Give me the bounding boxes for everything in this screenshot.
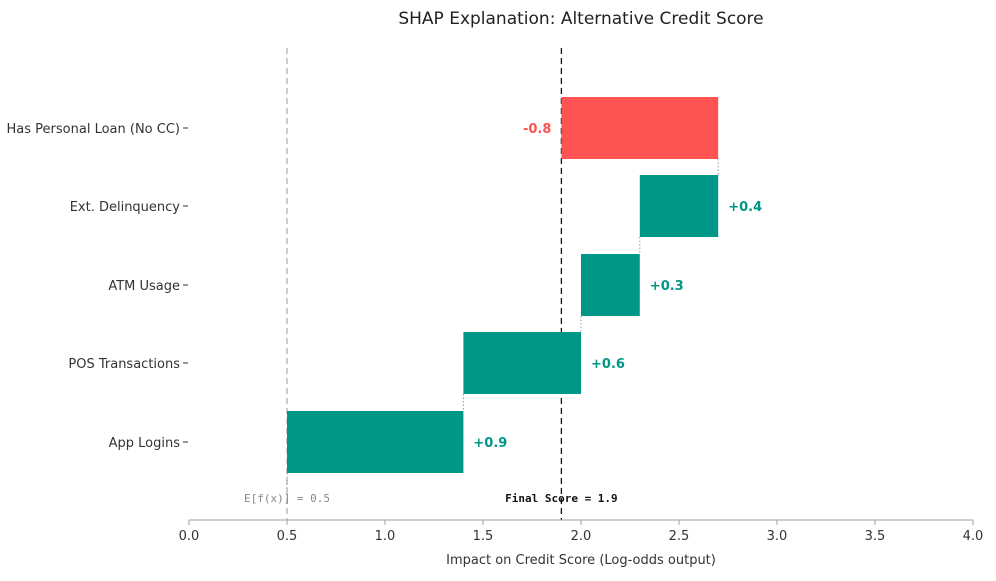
y-tick-label: ATM Usage (108, 279, 180, 294)
waterfall-bar (561, 97, 719, 159)
x-tick-label: 2.0 (571, 529, 592, 544)
waterfall-bar (639, 175, 719, 237)
x-axis-label: Impact on Credit Score (Log-odds output) (446, 553, 716, 568)
waterfall-bar (463, 332, 581, 394)
plot-area: -0.8 Has Personal Loan (No CC) +0.4 Ext. De… (7, 48, 984, 544)
x-tick-label: 2.5 (669, 529, 690, 544)
x-tick-label: 3.0 (767, 529, 788, 544)
waterfall-bar (581, 254, 640, 316)
x-tick-label: 1.5 (473, 529, 494, 544)
y-tick-label: Ext. Delinquency (70, 200, 181, 215)
y-tick-label: Has Personal Loan (No CC) (7, 122, 180, 137)
x-tick-label: 0.0 (179, 529, 200, 544)
bar-value-label: +0.6 (591, 357, 625, 372)
x-tick-label: 1.0 (375, 529, 396, 544)
x-tick-label: 4.0 (963, 529, 984, 544)
bar-value-label: +0.9 (473, 436, 507, 451)
base-value-annotation: E[f(x)] = 0.5 (244, 492, 330, 505)
x-tick-label: 3.5 (865, 529, 886, 544)
x-tick-label: 0.5 (277, 529, 298, 544)
bar-value-label: +0.3 (650, 279, 684, 294)
bar-value-label: -0.8 (523, 122, 551, 137)
waterfall-bar (287, 411, 464, 473)
y-tick-label: POS Transactions (68, 357, 180, 372)
bar-value-label: +0.4 (728, 200, 762, 215)
chart-title: SHAP Explanation: Alternative Credit Sco… (398, 9, 763, 29)
final-score-annotation: Final Score = 1.9 (505, 492, 618, 505)
y-tick-label: App Logins (109, 436, 181, 451)
